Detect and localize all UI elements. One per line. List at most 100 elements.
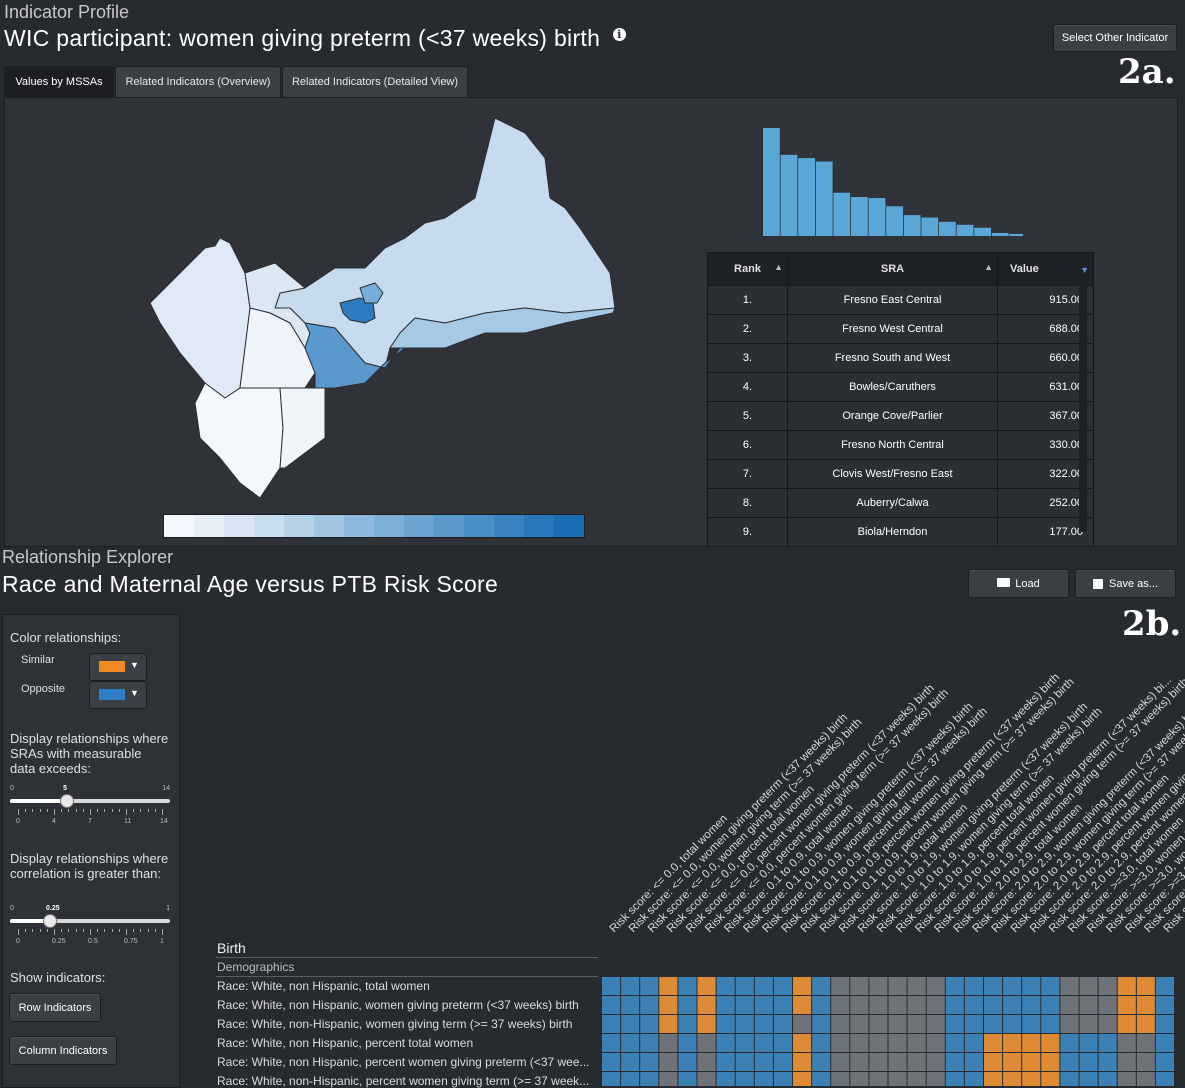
matrix-cell[interactable]: [1098, 977, 1117, 995]
matrix-cell[interactable]: [984, 977, 1003, 995]
matrix-cell[interactable]: [602, 1072, 621, 1086]
matrix-cell[interactable]: [754, 1015, 773, 1033]
histogram-bar[interactable]: [956, 224, 974, 236]
matrix-cell[interactable]: [850, 1053, 869, 1071]
matrix-cell[interactable]: [907, 1034, 926, 1052]
matrix-cell[interactable]: [640, 1072, 659, 1086]
matrix-cell[interactable]: [964, 996, 983, 1014]
slider-track[interactable]: [10, 919, 170, 923]
matrix-cell[interactable]: [869, 1053, 888, 1071]
matrix-cell[interactable]: [659, 1015, 678, 1033]
matrix-cell[interactable]: [602, 996, 621, 1014]
matrix-cell[interactable]: [640, 1015, 659, 1033]
matrix-cell[interactable]: [926, 996, 945, 1014]
matrix-cell[interactable]: [1079, 1053, 1098, 1071]
matrix-cell[interactable]: [1079, 1034, 1098, 1052]
matrix-row-label[interactable]: Race: White, non-Hispanic, percent women…: [217, 1074, 590, 1088]
matrix-cell[interactable]: [793, 1015, 812, 1033]
matrix-cell[interactable]: [640, 977, 659, 995]
matrix-cell[interactable]: [773, 1053, 792, 1071]
matrix-cell[interactable]: [945, 1034, 964, 1052]
matrix-cell[interactable]: [888, 977, 907, 995]
matrix-cell[interactable]: [697, 1015, 716, 1033]
matrix-cell[interactable]: [697, 1034, 716, 1052]
opposite-color-picker[interactable]: ▼: [89, 681, 147, 709]
matrix-cell[interactable]: [1003, 977, 1022, 995]
matrix-cell[interactable]: [621, 1072, 640, 1086]
matrix-cell[interactable]: [716, 977, 735, 995]
matrix-cell[interactable]: [640, 1034, 659, 1052]
matrix-cell[interactable]: [964, 1072, 983, 1086]
matrix-cell[interactable]: [984, 1034, 1003, 1052]
matrix-cell[interactable]: [621, 1053, 640, 1071]
matrix-cell[interactable]: [1022, 1015, 1041, 1033]
matrix-cell[interactable]: [1117, 996, 1136, 1014]
matrix-cell[interactable]: [697, 977, 716, 995]
map-region-fresno-central[interactable]: [339, 297, 376, 324]
matrix-cell[interactable]: [1041, 996, 1060, 1014]
histogram-bar[interactable]: [974, 227, 991, 236]
matrix-cell[interactable]: [850, 1072, 869, 1086]
matrix-cell[interactable]: [1060, 1015, 1079, 1033]
matrix-cell[interactable]: [754, 1072, 773, 1086]
matrix-cell[interactable]: [697, 996, 716, 1014]
matrix-cell[interactable]: [984, 1053, 1003, 1071]
matrix-cell[interactable]: [907, 977, 926, 995]
matrix-row-label[interactable]: Race: White, non-Hispanic, women giving …: [217, 1017, 573, 1031]
matrix-cell[interactable]: [1117, 1053, 1136, 1071]
matrix-cell[interactable]: [621, 1034, 640, 1052]
matrix-cell[interactable]: [1022, 1053, 1041, 1071]
matrix-cell[interactable]: [1098, 1034, 1117, 1052]
matrix-cell[interactable]: [754, 996, 773, 1014]
histogram-bar[interactable]: [815, 161, 833, 237]
matrix-cell[interactable]: [869, 1015, 888, 1033]
matrix-cell[interactable]: [754, 977, 773, 995]
matrix-cell[interactable]: [945, 1072, 964, 1086]
matrix-cell[interactable]: [1117, 1034, 1136, 1052]
matrix-cell[interactable]: [678, 1072, 697, 1086]
matrix-cell[interactable]: [793, 977, 812, 995]
histogram-bar[interactable]: [886, 206, 903, 236]
map-region-west[interactable]: [149, 237, 251, 399]
matrix-cell[interactable]: [945, 996, 964, 1014]
histogram-bar[interactable]: [780, 154, 798, 236]
col-header-rank[interactable]: Rank ▲: [707, 252, 788, 286]
histogram-bar[interactable]: [833, 192, 851, 236]
matrix-cell[interactable]: [831, 1053, 850, 1071]
matrix-cell[interactable]: [716, 1015, 735, 1033]
matrix-cell[interactable]: [793, 1072, 812, 1086]
table-row[interactable]: 6. Fresno North Central 330.00: [707, 430, 1094, 460]
matrix-cell[interactable]: [1041, 1034, 1060, 1052]
matrix-cell[interactable]: [735, 996, 754, 1014]
matrix-cell[interactable]: [793, 996, 812, 1014]
matrix-cell[interactable]: [1060, 996, 1079, 1014]
matrix-cell[interactable]: [1155, 1034, 1174, 1052]
map-region-fresno-metro-south[interactable]: [304, 322, 406, 389]
matrix-cell[interactable]: [1003, 1034, 1022, 1052]
table-row[interactable]: 8. Auberry/Calwa 252.00: [707, 488, 1094, 518]
matrix-cell[interactable]: [716, 996, 735, 1014]
load-button[interactable]: Load: [968, 569, 1069, 598]
matrix-cell[interactable]: [1136, 1072, 1155, 1086]
matrix-cell[interactable]: [1098, 1015, 1117, 1033]
column-indicators-button[interactable]: Column Indicators: [9, 1036, 117, 1065]
matrix-cell[interactable]: [869, 977, 888, 995]
matrix-cell[interactable]: [945, 977, 964, 995]
matrix-cell[interactable]: [1155, 1015, 1174, 1033]
matrix-cell[interactable]: [659, 996, 678, 1014]
matrix-cell[interactable]: [831, 1015, 850, 1033]
matrix-cell[interactable]: [926, 1053, 945, 1071]
matrix-cell[interactable]: [716, 1053, 735, 1071]
matrix-cell[interactable]: [812, 996, 831, 1014]
correlation-slider[interactable]: 0 1 0.25 0 0.25 0.5 0.75 1: [10, 905, 172, 955]
matrix-cell[interactable]: [1155, 1072, 1174, 1086]
matrix-cell[interactable]: [945, 1015, 964, 1033]
matrix-cell[interactable]: [735, 977, 754, 995]
matrix-cell[interactable]: [1060, 1053, 1079, 1071]
matrix-cell[interactable]: [678, 996, 697, 1014]
matrix-cell[interactable]: [659, 1072, 678, 1086]
matrix-cell[interactable]: [1079, 996, 1098, 1014]
similar-color-picker[interactable]: ▼: [89, 653, 147, 681]
histogram-bar[interactable]: [939, 221, 956, 236]
matrix-cell[interactable]: [678, 1015, 697, 1033]
